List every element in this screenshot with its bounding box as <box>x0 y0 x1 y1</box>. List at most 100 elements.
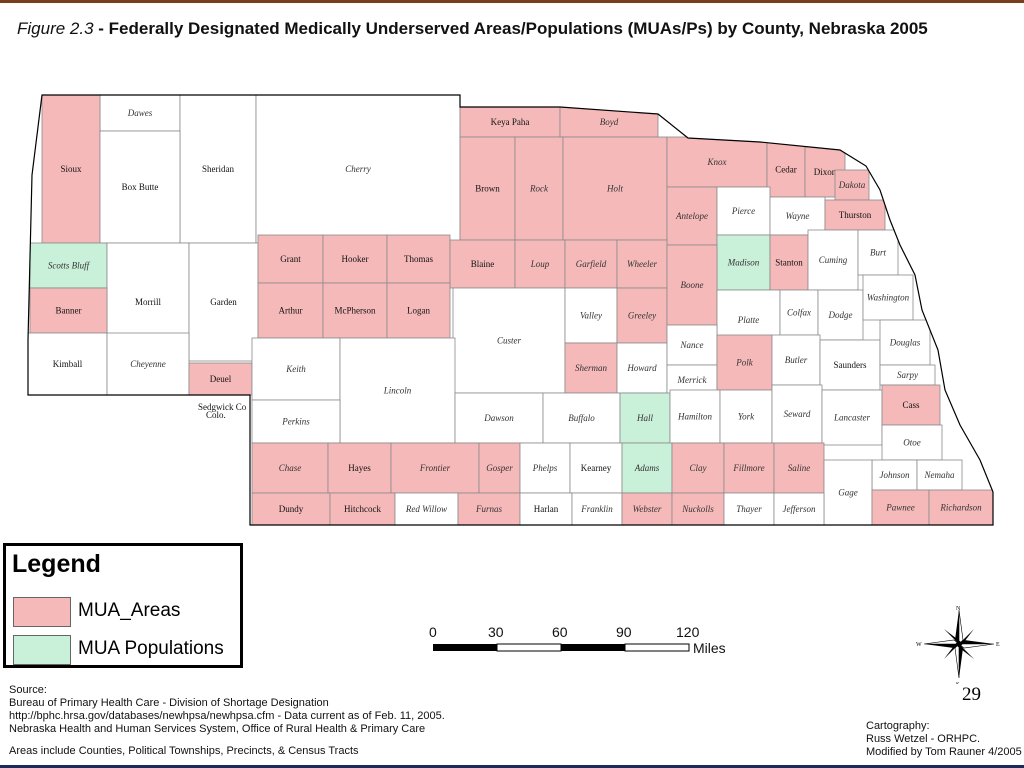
county-label: Hall <box>636 413 654 423</box>
county-label: Dundy <box>279 504 304 514</box>
county-label: Sioux <box>60 164 82 174</box>
county-garden: Garden <box>188 242 259 362</box>
county-webster: Webster <box>621 492 673 525</box>
county-mcpherson: McPherson <box>322 282 388 339</box>
county-shape <box>514 136 564 241</box>
county-shape <box>322 282 388 339</box>
county-shape <box>28 332 108 396</box>
county-shape <box>669 389 721 444</box>
source-heading: Source: <box>9 684 47 696</box>
county-furnas: Furnas <box>457 492 521 525</box>
county-york: York <box>719 389 773 444</box>
county-shape <box>339 337 456 444</box>
county-hayes: Hayes <box>327 442 392 494</box>
county-label: Sheridan <box>202 164 234 174</box>
county-thayer: Thayer <box>723 492 775 525</box>
county-shape <box>616 342 668 394</box>
mua-populations-swatch <box>13 635 71 665</box>
top-accent-bar <box>0 0 1024 3</box>
county-madison: Madison <box>716 234 771 291</box>
scale-tick-0: 0 <box>429 624 437 640</box>
county-label: Valley <box>580 311 602 321</box>
county-label: Jefferson <box>783 504 816 514</box>
county-shape <box>771 334 821 386</box>
county-shape <box>394 492 459 525</box>
county-holt: Holt <box>562 136 668 241</box>
sedgwick-note: Sedgwick Co Colo. <box>198 402 247 420</box>
county-label: Thayer <box>736 504 762 514</box>
county-washington: Washington <box>862 274 914 321</box>
county-shape <box>386 282 451 339</box>
county-label: Banner <box>56 306 82 316</box>
county-label: Wheeler <box>627 259 657 269</box>
county-label: Gage <box>838 488 858 498</box>
county-label: Madison <box>727 258 760 268</box>
county-loup: Loup <box>514 239 566 289</box>
county-label: Antelope <box>675 211 708 221</box>
compass-rose-icon: N S E W <box>916 606 1000 684</box>
county-label: Colfax <box>787 308 811 318</box>
county-label: Hamilton <box>677 412 713 422</box>
county-label: Keith <box>285 364 306 374</box>
scale-tick-30: 30 <box>488 624 504 640</box>
county-franklin: Franklin <box>571 492 623 525</box>
county-label: Saline <box>788 463 811 473</box>
county-label: Thomas <box>404 254 433 264</box>
county-scotts-bluff: Scotts Bluff <box>29 242 108 289</box>
county-label: Harlan <box>534 504 559 514</box>
county-thurston: Thurston <box>824 199 886 231</box>
county-shape <box>454 392 544 444</box>
county-shape <box>29 242 108 289</box>
source-block: Source: Bureau of Primary Health Care - … <box>9 684 445 736</box>
county-label: Fillmore <box>732 463 764 473</box>
county-red-willow: Red Willow <box>394 492 459 525</box>
county-stanton: Stanton <box>769 234 809 291</box>
county-shape <box>719 389 773 444</box>
county-deuel: Deuel <box>188 362 253 396</box>
bottom-accent-bar <box>0 765 1024 768</box>
county-hamilton: Hamilton <box>669 389 721 444</box>
county-greeley: Greeley <box>616 287 668 344</box>
county-butler: Butler <box>771 334 821 386</box>
county-shape <box>723 492 775 525</box>
county-sherman: Sherman <box>564 342 618 394</box>
cartography-credit: Cartography: Russ Wetzel - ORHPC. Modifi… <box>866 720 1022 759</box>
county-shape <box>619 392 671 444</box>
county-label: Cass <box>902 400 920 410</box>
county-label: Red Willow <box>405 504 447 514</box>
figure-title-text: - Federally Designated Medically Underse… <box>93 19 928 38</box>
county-label: Frontier <box>419 463 451 473</box>
county-shape <box>251 337 341 401</box>
county-shape <box>564 239 618 289</box>
county-label: Arthur <box>279 306 303 316</box>
county-richardson: Richardson <box>928 489 993 525</box>
county-shape <box>519 442 571 494</box>
county-cherry: Cherry <box>255 95 461 244</box>
scale-bar-graphic <box>433 643 690 652</box>
county-label: Hitchcock <box>344 504 381 514</box>
county-shape <box>106 332 190 396</box>
county-shape <box>99 95 181 132</box>
county-label: Perkins <box>281 417 310 427</box>
county-label: Morrill <box>135 297 161 307</box>
county-label: Deuel <box>210 374 232 384</box>
county-label: Dawes <box>127 108 153 118</box>
county-shape <box>881 424 943 461</box>
county-shape <box>823 459 873 525</box>
county-shape <box>621 492 673 525</box>
county-label: Douglas <box>889 338 921 348</box>
county-buffalo: Buffalo <box>542 392 621 444</box>
county-label: Scotts Bluff <box>48 261 91 271</box>
county-phelps: Phelps <box>519 442 571 494</box>
county-shape <box>478 442 521 494</box>
county-dawes: Dawes <box>99 95 181 132</box>
county-sheridan: Sheridan <box>179 95 257 244</box>
county-shape <box>542 392 621 444</box>
county-shape <box>916 459 963 491</box>
county-label: Chase <box>279 463 302 473</box>
county-saline: Saline <box>773 442 825 494</box>
county-rock: Rock <box>514 136 564 241</box>
county-cass: Cass <box>881 384 941 426</box>
county-label: Blaine <box>471 259 495 269</box>
mua-populations-label: MUA Populations <box>78 638 224 659</box>
